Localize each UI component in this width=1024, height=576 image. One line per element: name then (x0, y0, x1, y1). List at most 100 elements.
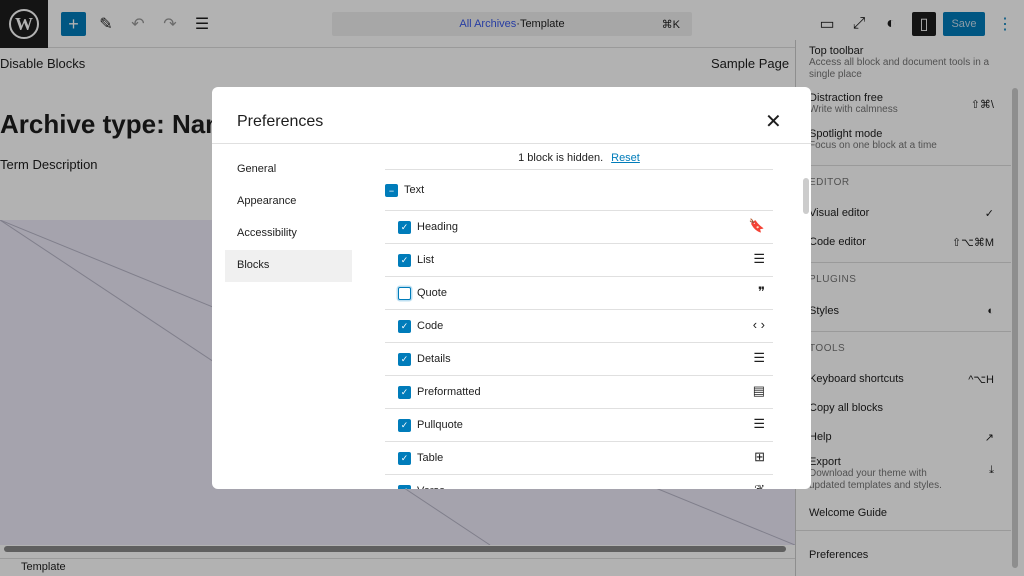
block-category-text: − Text (385, 169, 773, 211)
reset-link[interactable]: Reset (611, 152, 640, 164)
block-row-pullquote: ✓ Pullquote ☰ (385, 409, 773, 442)
section-heading: PLUGINS (809, 274, 857, 285)
list-icon: ☰ (753, 251, 765, 266)
menu-item-export[interactable]: Export Download your theme with updated t… (809, 456, 994, 491)
divider (796, 165, 1011, 166)
options-dropdown-menu: Top toolbar Access all block and document… (795, 40, 1024, 576)
tab-appearance[interactable]: Appearance (237, 195, 297, 207)
pencil-icon[interactable]: ✎ (99, 16, 113, 33)
external-link-icon: ↗ (984, 432, 994, 444)
breadcrumb-link[interactable]: All Archives (459, 18, 517, 30)
block-checkbox[interactable] (398, 287, 411, 300)
divider (212, 143, 811, 144)
tab-blocks[interactable]: Blocks (225, 250, 352, 282)
divider (796, 262, 1011, 263)
add-block-button[interactable]: + (61, 12, 86, 36)
options-menu-icon[interactable]: ⋮ (997, 16, 1013, 33)
menu-item-distraction-free[interactable]: Distraction free Write with calmness ⇧⌘\ (809, 92, 994, 115)
bookmark-icon: 🔖 (748, 218, 765, 233)
breadcrumb-separator: · (516, 18, 520, 30)
block-row-preformatted: ✓ Preformatted ▤ (385, 376, 773, 409)
block-row-details: ✓ Details ☰ (385, 343, 773, 376)
block-label: Code (417, 320, 444, 332)
modal-scrollbar[interactable] (803, 178, 809, 214)
site-title[interactable]: Disable Blocks (0, 56, 86, 71)
preferences-modal: Preferences ✕ General Appearance Accessi… (212, 87, 811, 489)
divider (796, 530, 1011, 531)
block-checkbox[interactable]: ✓ (398, 452, 411, 465)
table-icon: ⊞ (754, 449, 765, 464)
quote-icon: ❞ (758, 284, 765, 299)
category-label: Text (404, 184, 425, 196)
wordpress-logo-icon: W (9, 9, 39, 39)
tab-general[interactable]: General (237, 163, 277, 175)
block-label: Verse (417, 485, 445, 489)
block-row-code: ✓ Code ‹ › (385, 310, 773, 343)
menu-scrollbar[interactable] (1012, 88, 1018, 568)
shortcut-hint: ⌘K (661, 18, 680, 31)
save-button[interactable]: Save (943, 12, 985, 36)
block-checkbox[interactable]: ✓ (398, 254, 411, 267)
top-toolbar: W + ✎ ↶ ↷ ☰ All Archives · Template ⌘K ▭… (0, 0, 1024, 48)
document-overview-icon[interactable]: ☰ (194, 16, 210, 33)
term-description[interactable]: Term Description (0, 157, 98, 172)
menu-item-copy-all-blocks[interactable]: Copy all blocks (809, 402, 883, 414)
close-icon[interactable]: ✕ (765, 111, 782, 133)
block-checkbox[interactable]: ✓ (398, 353, 411, 366)
block-label: Details (417, 353, 451, 365)
settings-panel-icon[interactable]: ▯ (912, 12, 936, 36)
menu-item-keyboard-shortcuts[interactable]: Keyboard shortcuts ^⌥H (809, 373, 994, 386)
section-heading: EDITOR (809, 177, 850, 188)
menu-item-preferences[interactable]: Preferences (809, 549, 869, 561)
block-row-list: ✓ List ☰ (385, 244, 773, 277)
download-icon: ⤓ (989, 464, 994, 476)
block-checkbox[interactable]: ✓ (398, 320, 411, 333)
styles-icon[interactable]: ◐ (886, 15, 896, 32)
menu-item-help[interactable]: Help ↗ (809, 431, 994, 444)
blocks-panel: 1 block is hidden. Reset − Text ✓ Heading 🔖… (385, 144, 773, 489)
menu-item-spotlight[interactable]: Spotlight mode Focus on one block at a ti… (809, 128, 937, 151)
half-circle-icon: ◐ (987, 305, 994, 317)
block-checkbox[interactable]: ✓ (398, 221, 411, 234)
horizontal-scrollbar[interactable] (4, 546, 786, 552)
details-icon: ☰ (753, 350, 765, 365)
divider (796, 331, 1011, 332)
hidden-blocks-notice: 1 block is hidden. Reset (518, 152, 640, 164)
check-icon: ✓ (984, 208, 994, 220)
redo-icon[interactable]: ↷ (163, 16, 177, 33)
undo-icon[interactable]: ↶ (131, 16, 145, 33)
block-row-verse: ✓ Verse ❦ (385, 475, 773, 489)
block-label: Preformatted (417, 386, 481, 398)
block-checkbox[interactable]: ✓ (398, 419, 411, 432)
block-row-table: ✓ Table ⊞ (385, 442, 773, 475)
block-label: List (417, 254, 435, 266)
menu-item-styles[interactable]: Styles ◐ (809, 305, 994, 317)
desktop-preview-icon[interactable]: ▭ (819, 16, 835, 33)
external-view-icon[interactable]: ⤢ (852, 15, 866, 32)
section-heading: TOOLS (809, 343, 846, 354)
archive-heading[interactable]: Archive type: Name (0, 109, 243, 139)
pullquote-icon: ☰ (753, 416, 765, 431)
footer-breadcrumb[interactable]: Template (0, 558, 795, 576)
preformatted-icon: ▤ (752, 383, 765, 398)
command-palette-button[interactable]: All Archives · Template ⌘K (332, 12, 692, 36)
menu-item-top-toolbar[interactable]: Top toolbar Access all block and document… (809, 45, 990, 80)
menu-item-code-editor[interactable]: Code editor ⇧⌥⌘M (809, 236, 994, 249)
block-label: Heading (417, 221, 458, 233)
block-label: Quote (417, 287, 447, 299)
feather-icon: ❦ (754, 482, 765, 489)
code-icon: ‹ › (752, 317, 765, 332)
wordpress-logo-button[interactable]: W (0, 0, 48, 48)
category-checkbox-mixed[interactable]: − (385, 184, 398, 197)
tab-accessibility[interactable]: Accessibility (237, 227, 297, 239)
menu-item-visual-editor[interactable]: Visual editor ✓ (809, 207, 994, 220)
block-checkbox[interactable]: ✓ (398, 485, 411, 489)
nav-link[interactable]: Sample Page (711, 56, 790, 71)
block-row-heading: ✓ Heading 🔖 (385, 211, 773, 244)
breadcrumb-type: Template (519, 18, 565, 30)
block-row-quote: Quote ❞ (385, 277, 773, 310)
menu-item-welcome-guide[interactable]: Welcome Guide (809, 507, 888, 519)
block-label: Pullquote (417, 419, 463, 431)
block-checkbox[interactable]: ✓ (398, 386, 411, 399)
modal-title: Preferences (237, 113, 324, 130)
